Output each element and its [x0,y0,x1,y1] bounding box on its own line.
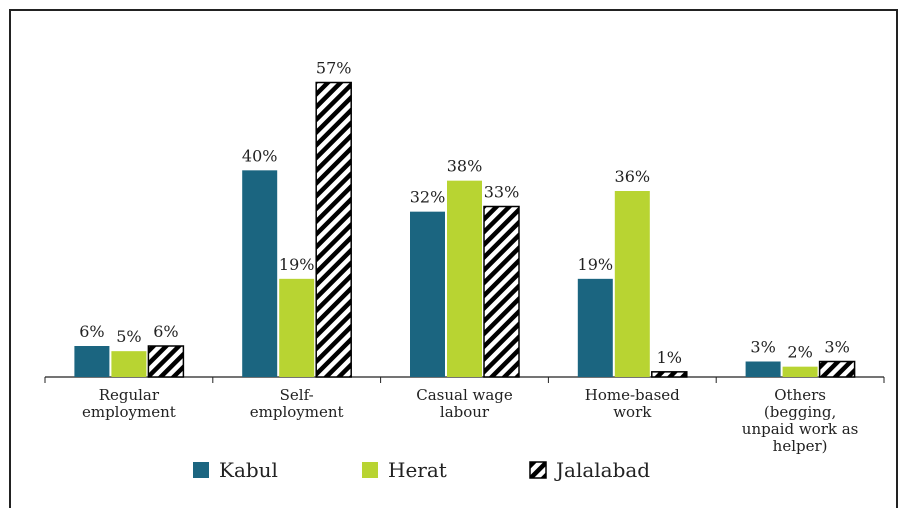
x-tick-label: Casual wage labour [416,386,513,421]
legend-label: Herat [388,458,447,482]
data-label: 40% [242,146,278,165]
x-tick-label: Regular employment [81,386,176,421]
data-label: 38% [447,157,483,176]
bar [782,366,818,377]
bar [279,278,315,377]
data-label: 19% [578,255,614,274]
data-label: 6% [79,322,104,341]
bar [315,81,352,378]
bar [242,170,278,377]
legend-swatch [193,462,209,478]
bar [651,371,688,378]
x-tick-label: Home-based work [584,386,680,421]
data-label: 36% [615,167,651,186]
data-label: 19% [279,255,315,274]
bar [74,346,110,377]
legend-label: Jalalabad [554,458,650,482]
data-label: 32% [410,188,446,207]
x-tick-label: Self-employment [249,386,344,421]
data-label: 1% [657,348,682,367]
bar [745,361,781,377]
data-label: 5% [116,327,141,346]
data-label: 33% [484,183,520,202]
data-label: 57% [316,59,352,78]
bar [147,345,185,378]
bar [614,191,650,377]
bar [483,205,520,378]
data-label: 6% [153,322,178,341]
bar [410,211,445,377]
data-label: 3% [750,338,775,357]
legend-swatch [362,462,378,478]
x-tick-label: Others (begging, unpaid work as helper) [741,386,859,455]
legend-label: Kabul [219,458,278,482]
bar [111,351,147,377]
data-label: 2% [787,343,812,362]
data-label: 3% [824,338,849,357]
bar [447,180,482,377]
bar [577,278,613,377]
legend-swatch [529,461,547,479]
bar [818,360,856,378]
